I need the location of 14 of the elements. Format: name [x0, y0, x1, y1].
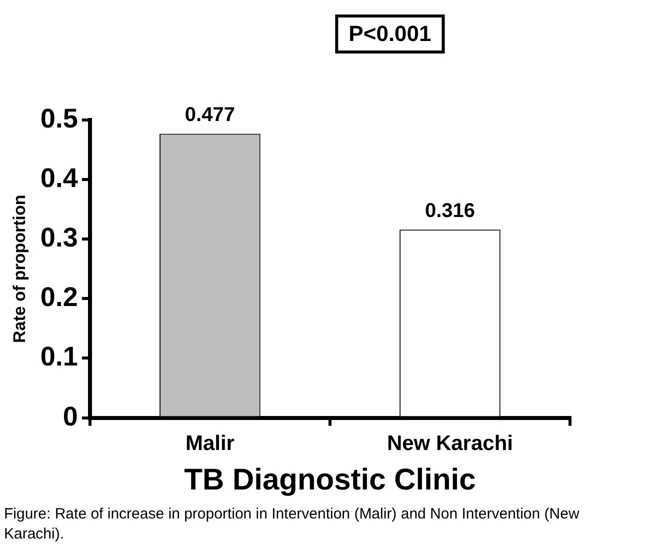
y-tick-label: 0	[62, 401, 78, 432]
text: P<0.001	[348, 21, 432, 46]
y-axis-title: Rate of proportion	[10, 194, 29, 344]
text: Figure: Rate of increase in proportion in Intervention (Malir) and Non Intervention (New Karachi).	[4, 506, 580, 543]
y-tick-label: 0.4	[40, 163, 78, 194]
y-tick-label: 0.5	[40, 103, 78, 134]
y-tick-label: 0.3	[40, 222, 78, 253]
x-tick-label: New Karachi	[386, 432, 514, 456]
x-tick-label: Malir	[185, 432, 234, 456]
data-label: 0.477	[184, 104, 235, 126]
y-tick-label: 0.1	[40, 342, 78, 372]
x-axis-title: TB Diagnostic Clinic	[184, 463, 476, 496]
data-label: 0.316	[424, 200, 476, 222]
y-tick-label: 0.2	[40, 282, 78, 312]
